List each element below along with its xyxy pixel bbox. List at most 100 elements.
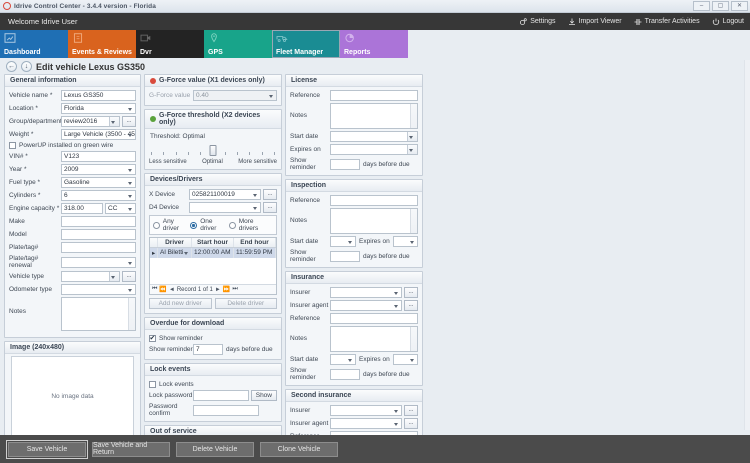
insurance-insurer-select[interactable] <box>330 287 402 298</box>
nav-tab-fleet-manager[interactable]: Fleet Manager <box>272 30 340 58</box>
general-notes-textarea[interactable] <box>61 297 136 331</box>
delete-driver-button[interactable]: Delete driver <box>214 298 277 309</box>
inspection-reference-input[interactable] <box>330 195 418 206</box>
insurance-reference-input[interactable] <box>330 313 418 324</box>
grid-column-end-hour[interactable]: End hour <box>234 238 276 247</box>
insurance-insurer-more-button[interactable]: ... <box>404 287 418 298</box>
make-input[interactable] <box>61 216 136 227</box>
import-viewer-button[interactable]: Import Viewer <box>568 18 622 26</box>
fuel-type-select[interactable]: Gasoline <box>61 177 136 188</box>
transfer-activities-button[interactable]: Transfer Activities <box>634 18 700 26</box>
logout-button[interactable]: Logout <box>712 18 744 26</box>
license-expires-on-picker[interactable] <box>330 144 418 155</box>
save-vehicle-button[interactable]: Save Vehicle <box>6 439 88 459</box>
year-select[interactable]: 2009 <box>61 164 136 175</box>
gforce-value-select[interactable]: 0.40 <box>193 90 277 101</box>
clone-vehicle-button[interactable]: Clone Vehicle <box>260 441 338 457</box>
pager-prev-page-button[interactable]: ⏪ <box>159 287 167 293</box>
radio-more-drivers[interactable]: More drivers <box>228 218 273 232</box>
overdue-show-reminder-checkbox[interactable] <box>149 334 156 343</box>
down-button[interactable]: ↓ <box>21 61 32 72</box>
settings-button[interactable]: Settings <box>519 17 556 26</box>
radio-one-driver[interactable]: One driver <box>190 218 229 232</box>
vin-input[interactable]: V123 <box>61 151 136 162</box>
maximize-button[interactable]: ▢ <box>712 1 729 11</box>
save-vehicle-and-return-button[interactable]: Save Vehicle and Return <box>92 441 170 457</box>
inspection-reminder-input[interactable] <box>330 250 360 262</box>
show-password-button[interactable]: Show <box>250 390 277 401</box>
gforce-threshold-slider[interactable] <box>151 144 275 158</box>
insurance-start-date-picker[interactable] <box>330 354 356 365</box>
group-more-button[interactable]: ... <box>122 116 136 127</box>
weight-select[interactable]: Large Vehicle (3500 - 4500 pou... <box>61 129 136 140</box>
minimize-button[interactable]: – <box>693 1 710 11</box>
x-device-more-button[interactable]: ... <box>263 189 277 200</box>
vehicle-type-select[interactable] <box>61 271 120 282</box>
overdue-reminder-days-input[interactable]: 7 <box>193 344 223 355</box>
inspection-expires-on-picker[interactable] <box>392 236 418 247</box>
pager-next-page-button[interactable]: ⏩ <box>222 287 231 293</box>
nav-tab-dashboard[interactable]: Dashboard <box>0 30 68 58</box>
inspection-start-date-picker[interactable] <box>330 236 356 247</box>
overdue-show-reminder-row[interactable]: Show reminder <box>149 334 277 343</box>
second-insurance-insurer-select[interactable] <box>330 405 402 416</box>
pager-first-button[interactable]: ⏮ <box>152 286 158 292</box>
grid-column-driver[interactable]: Driver <box>158 238 192 247</box>
close-button[interactable]: ✕ <box>731 1 748 11</box>
vehicle-name-input[interactable]: Lexus GS350 <box>61 90 136 101</box>
inspection-notes-textarea[interactable] <box>330 208 418 234</box>
slider-thumb[interactable] <box>209 145 217 156</box>
pager-prev-button[interactable]: ◄ <box>168 286 175 293</box>
location-select[interactable]: Florida <box>61 103 136 114</box>
group-select[interactable]: review2016 <box>61 116 120 127</box>
plate-input[interactable] <box>61 242 136 253</box>
engine-capacity-unit-select[interactable]: CC <box>105 203 136 214</box>
row-driver-select[interactable]: Al Biletti <box>158 248 192 258</box>
vehicle-type-more-button[interactable]: ... <box>122 271 136 282</box>
license-reminder-input[interactable] <box>330 158 360 170</box>
row-end-hour: 11:59:59 PM <box>234 248 276 258</box>
insurance-reminder-input[interactable] <box>330 368 360 380</box>
cylinders-select[interactable]: 6 <box>61 190 136 201</box>
odometer-type-select[interactable] <box>61 284 136 295</box>
nav-tab-events-reviews[interactable]: Events & Reviews <box>68 30 136 58</box>
d4-device-more-button[interactable]: ... <box>263 202 277 213</box>
insurance-expires-on-picker[interactable] <box>392 354 418 365</box>
engine-capacity-input[interactable]: 318.00 <box>61 203 103 214</box>
second-insurance-agent-select[interactable] <box>330 418 402 429</box>
table-row[interactable]: ▸ Al Biletti 12:00:00 AM 11:59:59 PM <box>150 248 276 258</box>
add-new-driver-button[interactable]: Add new driver <box>149 298 212 309</box>
pager-next-button[interactable]: ► <box>214 286 221 293</box>
password-confirm-input[interactable] <box>193 404 259 416</box>
insurance-agent-select[interactable] <box>330 300 402 311</box>
second-insurance-insurer-more-button[interactable]: ... <box>404 405 418 416</box>
license-notes-textarea[interactable] <box>330 103 418 129</box>
grid-column-start-hour[interactable]: Start hour <box>192 238 234 247</box>
nav-tab-dvr[interactable]: Dvr <box>136 30 204 58</box>
drivers-grid-header: Driver Start hour End hour <box>150 238 276 248</box>
license-start-date-picker[interactable] <box>330 131 418 142</box>
insurance-agent-more-button[interactable]: ... <box>404 300 418 311</box>
delete-vehicle-button[interactable]: Delete Vehicle <box>176 441 254 457</box>
pager-last-button[interactable]: ⏭ <box>232 286 238 292</box>
nav-tab-fleet-manager-label: Fleet Manager <box>276 49 324 56</box>
x-device-select[interactable]: 025821100019 <box>189 189 261 200</box>
radio-more-drivers-dot <box>228 221 236 229</box>
license-reference-input[interactable] <box>330 90 418 101</box>
plate-renewal-select[interactable] <box>61 256 136 268</box>
page-scrollbar[interactable] <box>744 60 750 430</box>
second-insurance-agent-more-button[interactable]: ... <box>404 418 418 429</box>
powerup-checkbox[interactable] <box>9 142 16 149</box>
lock-password-input[interactable] <box>193 390 249 401</box>
insurance-notes-textarea[interactable] <box>330 326 418 352</box>
back-button[interactable]: ← <box>6 61 17 72</box>
powerup-row[interactable]: PowerUP installed on green wire <box>9 142 136 149</box>
insurance-reminder-row: Show reminder days before due <box>290 367 418 381</box>
lock-events-row[interactable]: Lock events <box>149 381 277 388</box>
nav-tab-gps[interactable]: GPS <box>204 30 272 58</box>
radio-any-driver[interactable]: Any driver <box>153 218 190 232</box>
d4-device-select[interactable] <box>189 202 261 213</box>
nav-tab-reports[interactable]: Reports <box>340 30 408 58</box>
lock-events-checkbox[interactable] <box>149 381 156 388</box>
model-input[interactable] <box>61 229 136 240</box>
